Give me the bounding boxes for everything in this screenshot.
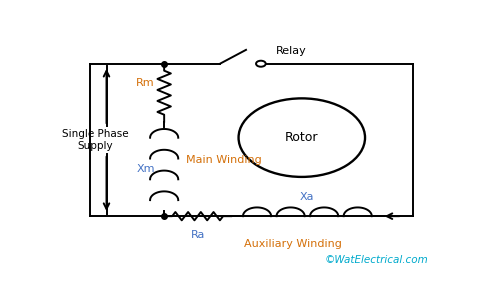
Text: Relay: Relay [276,46,307,56]
Text: ©WatElectrical.com: ©WatElectrical.com [324,255,428,265]
Text: Auxiliary Winding: Auxiliary Winding [243,239,341,249]
Text: Main Winding: Main Winding [186,155,262,165]
Text: Xa: Xa [300,192,314,202]
Text: Single Phase
Supply: Single Phase Supply [62,129,129,151]
Text: Ra: Ra [191,230,205,240]
Text: Rotor: Rotor [285,131,319,144]
Text: Rm: Rm [136,78,155,88]
Text: Xm: Xm [136,164,155,174]
